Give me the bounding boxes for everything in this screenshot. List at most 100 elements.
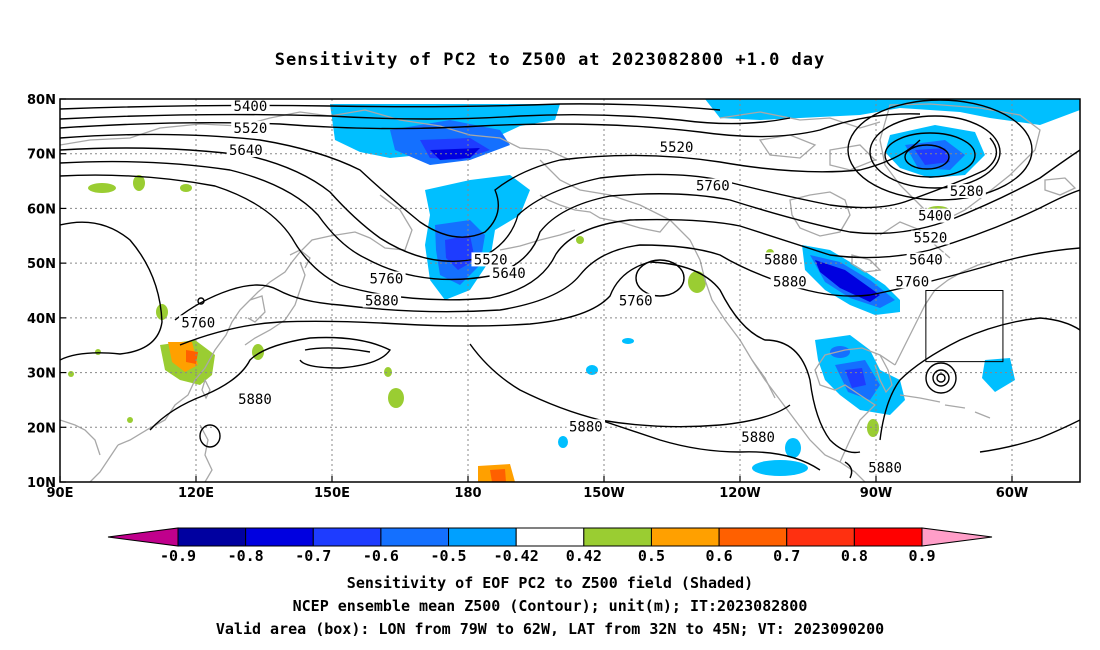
positive-sensitivity-region — [388, 388, 404, 408]
coastlines — [60, 103, 1077, 482]
positive-sensitivity-region — [156, 304, 168, 320]
colorbar-swatch — [786, 527, 855, 547]
negative-sensitivity-region — [915, 148, 950, 165]
colorbar-label: -0.8 — [228, 547, 264, 565]
contour-label: 5880 — [238, 392, 272, 408]
positive-sensitivity-region — [490, 469, 506, 482]
colorbar-swatch — [245, 527, 314, 547]
contour-label-bg — [911, 230, 950, 245]
lon-tick-label: 60W — [996, 486, 1028, 501]
negative-sensitivity-region — [622, 338, 634, 344]
contour-label: 5400 — [234, 99, 268, 115]
lon-tick-label: 180 — [454, 486, 481, 501]
contour-label: 5760 — [619, 293, 653, 309]
sensitivity-shading — [68, 99, 1080, 482]
contour-label: 5880 — [569, 419, 603, 435]
contour-label: 5640 — [492, 266, 526, 282]
lat-tick-label: 20N — [27, 421, 56, 436]
map-frame — [59, 98, 1081, 483]
lat-tick-label: 10N — [27, 476, 56, 491]
contour-label: 5520 — [234, 121, 268, 137]
colorbar-over-arrow — [921, 527, 993, 547]
contour-label-bg — [761, 252, 800, 267]
map-title: Sensitivity of PC2 to Z500 at 2023082800… — [274, 50, 826, 70]
contour-label: 5880 — [365, 293, 399, 309]
lon-tick-label: 120E — [178, 486, 214, 501]
contour-label: 5880 — [773, 274, 807, 290]
lat-tick-label: 30N — [27, 367, 56, 382]
contour-label-bg — [657, 140, 696, 155]
contour-label-bg — [915, 208, 955, 223]
colorbar-under-arrow — [107, 527, 179, 547]
contour-label: 5880 — [868, 460, 902, 476]
contour-label-bg — [947, 184, 986, 199]
positive-sensitivity-region — [186, 350, 198, 364]
contour-label: 5400 — [918, 209, 952, 225]
contour-label: 5760 — [696, 179, 730, 195]
negative-sensitivity-region — [752, 460, 808, 476]
caption-valid-area: Valid area (box): LON from 79W to 62W, L… — [215, 620, 885, 638]
contour-label-bg — [770, 274, 810, 289]
contour-label-bg — [893, 274, 932, 289]
positive-sensitivity-region — [168, 342, 198, 372]
contour-label-bg — [693, 178, 732, 193]
colorbar: -0.9 -0.8 -0.7 -0.6 -0.5 -0.42 0.42 0.5 0.6 0.7 0.… — [107, 527, 993, 565]
negative-sensitivity-region — [785, 438, 801, 458]
lon-tick-label: 120W — [719, 486, 760, 501]
positive-sensitivity-region — [133, 175, 145, 191]
lon-tick-label: 90W — [860, 486, 892, 501]
contour-label: 5640 — [229, 143, 263, 159]
lat-tick-label: 40N — [27, 312, 56, 327]
negative-sensitivity-region — [982, 358, 1015, 392]
contour-label: 5760 — [895, 274, 929, 290]
z500-contours — [60, 99, 1080, 479]
colorbar-label: -0.6 — [363, 547, 399, 565]
contour-label-bg — [865, 460, 905, 475]
contour-label: 5520 — [474, 252, 508, 268]
colorbar-label: 0.7 — [773, 547, 800, 565]
contour-label-bg — [471, 252, 510, 267]
contour-label-bg — [235, 391, 275, 406]
positive-sensitivity-region — [180, 184, 192, 192]
contour-label: 5760 — [370, 272, 404, 288]
caption-contour: NCEP ensemble mean Z500 (Contour); unit(… — [292, 597, 808, 615]
colorbar-swatch — [515, 527, 585, 547]
colorbar-swatch — [177, 527, 247, 547]
lon-tick-label: 150W — [583, 486, 624, 501]
contour-label-bg — [231, 99, 270, 114]
contour-label-bg — [738, 430, 778, 445]
negative-sensitivity-region — [558, 436, 568, 448]
caption-shading: Sensitivity of EOF PC2 to Z500 field (Sh… — [346, 574, 754, 592]
negative-sensitivity-region — [705, 99, 1080, 125]
lat-tick-label: 50N — [27, 257, 56, 272]
colorbar-label: 0.9 — [908, 547, 935, 565]
map-axes: 90E 120E 150E 180 150W 120W 90W 60W 80N 70N 60N 50N… — [27, 93, 1028, 501]
colorbar-label: -0.7 — [295, 547, 331, 565]
contour-label-bg — [367, 271, 406, 286]
contour-label-bg — [226, 142, 266, 157]
positive-sensitivity-region — [384, 367, 392, 377]
colorbar-swatch — [650, 527, 720, 547]
colorbar-label: 0.6 — [706, 547, 733, 565]
colorbar-swatch — [718, 527, 788, 547]
contour-label-bg — [906, 252, 946, 267]
positive-sensitivity-region — [576, 236, 584, 244]
colorbar-label: 0.42 — [566, 547, 602, 565]
positive-sensitivity-region — [688, 271, 706, 293]
lon-tick-label: 150E — [314, 486, 350, 501]
colorbar-label: 0.5 — [638, 547, 665, 565]
lat-tick-label: 60N — [27, 202, 56, 217]
negative-sensitivity-region — [830, 346, 850, 358]
contour-label-bg — [489, 266, 528, 281]
contour-label-bg — [566, 419, 606, 434]
contour-label: 5640 — [909, 252, 943, 268]
lon-tick-label: 90E — [47, 486, 74, 501]
negative-sensitivity-region — [586, 365, 598, 375]
positive-sensitivity-region — [867, 419, 879, 437]
contour-label: 5280 — [950, 184, 984, 200]
contour-label: 5880 — [741, 430, 775, 446]
colorbar-swatch — [312, 527, 382, 547]
colorbar-swatch — [448, 527, 517, 547]
